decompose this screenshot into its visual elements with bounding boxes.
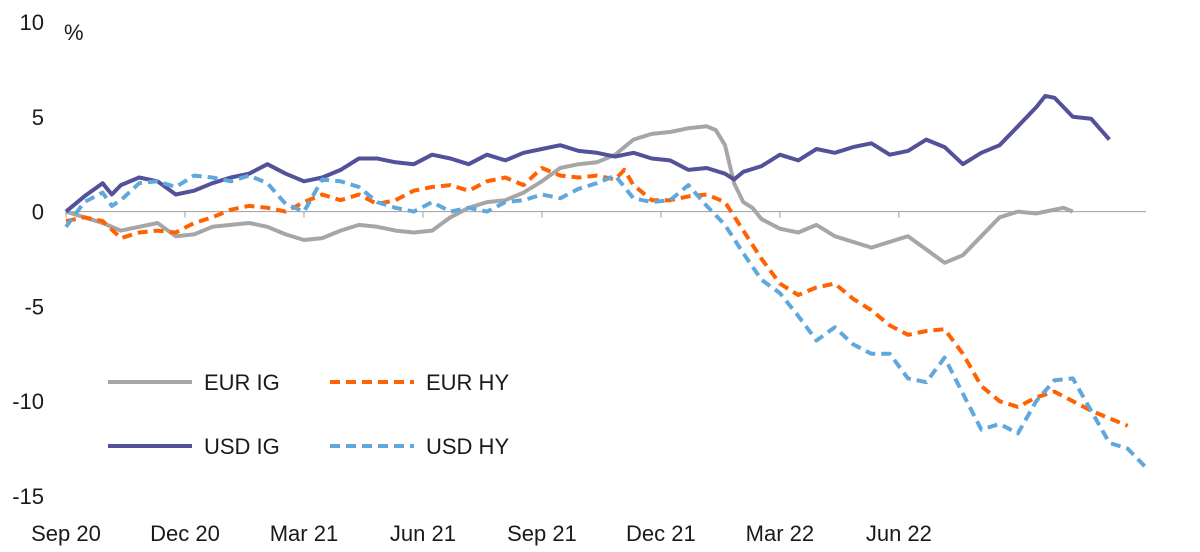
y-tick-label: -15 xyxy=(12,484,44,509)
x-tick-label: Dec 21 xyxy=(626,521,696,546)
legend-label: USD IG xyxy=(204,434,280,459)
x-tick-label: Dec 20 xyxy=(150,521,220,546)
y-axis-unit-label: % xyxy=(64,20,84,45)
series-line-eur-ig xyxy=(65,124,1074,265)
x-tick-label: Sep 21 xyxy=(507,521,577,546)
y-tick-label: 0 xyxy=(32,200,44,225)
legend-label: EUR IG xyxy=(204,370,280,395)
legend-label: USD HY xyxy=(426,434,509,459)
legend: EUR IG EUR HY USD IG USD HY xyxy=(108,370,509,459)
x-tick-label: Jun 21 xyxy=(390,521,456,546)
axis-layer: 10 5 0 -5 -10 -15 Sep 20 Dec 20 Mar 21 Jun 21 Sep … xyxy=(12,10,1146,546)
legend-label: EUR HY xyxy=(426,370,509,395)
y-tick-label: -5 xyxy=(24,294,44,319)
x-tick-label: Sep 20 xyxy=(31,521,101,546)
series-line-usd-hy xyxy=(64,173,1148,469)
y-tick-label: 5 xyxy=(32,105,44,130)
y-tick-label: -10 xyxy=(12,389,44,414)
y-tick-label: 10 xyxy=(20,10,44,35)
x-tick-label: Jun 22 xyxy=(866,521,932,546)
series-layer xyxy=(64,93,1148,469)
x-tick-label: Mar 22 xyxy=(746,521,814,546)
x-tick-label: Mar 21 xyxy=(270,521,338,546)
series-line-usd-ig xyxy=(64,93,1111,214)
